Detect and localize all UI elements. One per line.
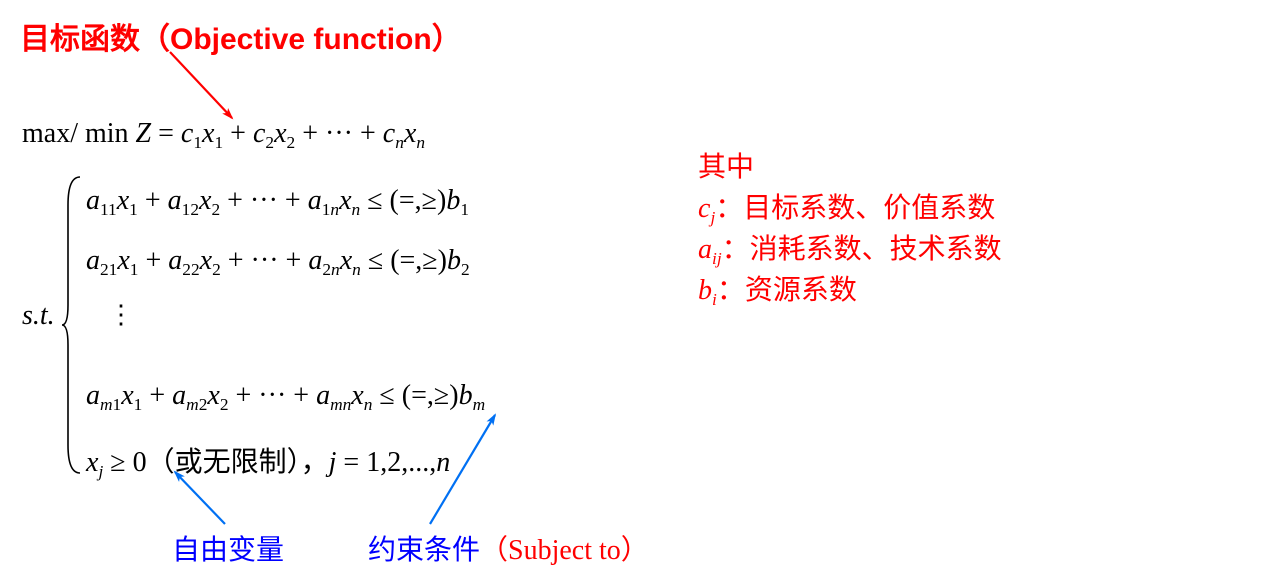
obj-expr: c1x1 + c2x2 + ··· + cnxn bbox=[181, 118, 425, 149]
st-label: s.t. bbox=[22, 300, 55, 332]
left-brace bbox=[62, 175, 82, 475]
obj-eq: = bbox=[151, 118, 181, 149]
constraint-vdots: ⋮ bbox=[108, 300, 134, 330]
legend-line-bi: bi：资源系数 bbox=[698, 271, 1002, 312]
free-variable-label: 自由变量 bbox=[172, 528, 284, 568]
title-cn: 目标函数 bbox=[20, 23, 140, 56]
arrows-layer bbox=[0, 0, 1265, 575]
legend-header: 其中 bbox=[698, 148, 1002, 189]
subject-to-en: （Subject to） bbox=[480, 535, 649, 566]
constraint-2: a21x1 + a22x2 + ··· + a2nxn ≤ (=,≥)b2 bbox=[86, 245, 470, 280]
subject-to-label: 约束条件（Subject to） bbox=[368, 528, 649, 568]
legend-line-cj: cj：目标系数、价值系数 bbox=[698, 189, 1002, 230]
title-en: （Objective function） bbox=[140, 23, 462, 56]
constraint-m: am1x1 + am2x2 + ··· + amnxn ≤ (=,≥)bm bbox=[86, 380, 485, 415]
objective-function: max/ min Z = c1x1 + c2x2 + ··· + cnxn bbox=[22, 118, 425, 153]
obj-prefix: max/ min bbox=[22, 118, 136, 149]
diagram-canvas: 目标函数（Objective function） max/ min Z = c1… bbox=[0, 0, 1265, 575]
title: 目标函数（Objective function） bbox=[20, 14, 462, 58]
constraint-1: a11x1 + a12x2 + ··· + a1nxn ≤ (=,≥)b1 bbox=[86, 185, 469, 220]
title-arrow bbox=[170, 52, 232, 118]
constraint-xj: xj ≥ 0（或无限制），j = 1,2,...,n bbox=[86, 440, 450, 482]
subject-to-cn: 约束条件 bbox=[368, 535, 480, 566]
legend-line-aij: aij：消耗系数、技术系数 bbox=[698, 230, 1002, 271]
obj-Z: Z bbox=[136, 118, 152, 149]
legend: 其中 cj：目标系数、价值系数 aij：消耗系数、技术系数 bi：资源系数 bbox=[698, 148, 1002, 312]
